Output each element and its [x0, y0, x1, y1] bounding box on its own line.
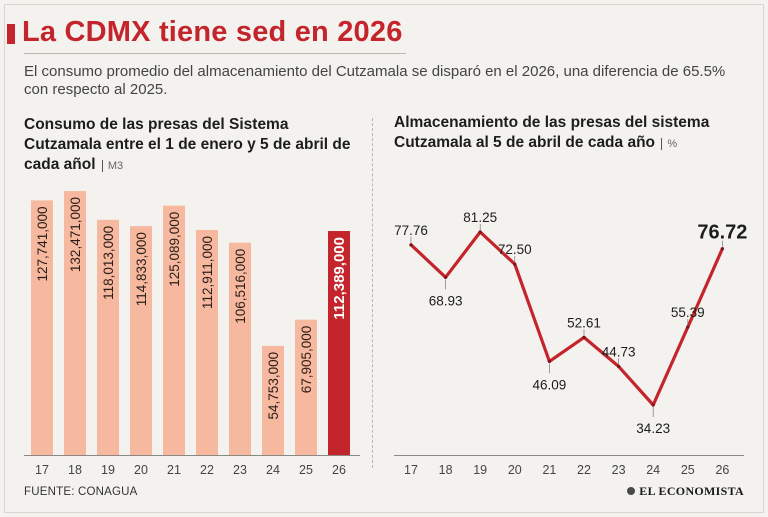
line-x-tick-19: 19: [473, 463, 487, 477]
line-value-label-23: 44.73: [602, 344, 636, 359]
line-point-18: [444, 275, 448, 279]
bar-17: [31, 200, 53, 455]
line-chart-title: Almacenamiento de las presas del sistema…: [394, 113, 724, 154]
line-x-tick-26: 26: [715, 463, 729, 477]
bar-value-label-21: 125,089,000: [167, 212, 182, 287]
brand-name: EL ECONOMISTA: [639, 484, 744, 498]
bar-x-tick-18: 18: [68, 463, 82, 477]
page-subtitle: El consumo promedio del almacenamiento d…: [24, 63, 726, 98]
title-accent-bar: [7, 24, 15, 44]
line-value-label-20: 72.50: [498, 242, 532, 257]
brand-logo: EL ECONOMISTA: [627, 484, 744, 499]
bar-x-tick-22: 22: [200, 463, 214, 477]
bar-value-label-23: 106,516,000: [233, 249, 248, 324]
line-value-label-17: 77.76: [394, 223, 428, 238]
line-point-17: [409, 243, 413, 247]
bar-24: [262, 345, 284, 455]
bar-x-tick-21: 21: [167, 463, 181, 477]
line-point-23: [617, 364, 621, 368]
bar-21: [163, 205, 185, 455]
line-point-25: [686, 325, 690, 329]
bar-value-label-20: 114,833,000: [134, 232, 149, 306]
line-x-tick-21: 21: [542, 463, 556, 477]
bar-chart-title: Consumo de las presas del Sistema Cutzam…: [24, 115, 360, 176]
brand-mark-icon: [627, 487, 636, 495]
bar-x-tick-20: 20: [134, 463, 148, 477]
bar-26: [328, 231, 350, 455]
line-point-19: [478, 230, 482, 234]
bar-25: [295, 319, 317, 455]
bar-value-label-18: 132,471,000: [68, 197, 83, 272]
bar-value-label-25: 67,905,000: [299, 326, 314, 394]
line-value-label-21: 46.09: [533, 377, 567, 392]
line-point-22: [582, 335, 586, 339]
infographic-frame: [4, 4, 764, 513]
line-chart-title-text: Almacenamiento de las presas del sistema…: [394, 114, 710, 151]
line-x-tick-17: 17: [404, 463, 418, 477]
bar-value-label-19: 118,013,000: [101, 226, 116, 300]
line-value-label-24: 34.23: [636, 421, 670, 436]
line-x-tick-23: 23: [612, 463, 626, 477]
line-value-label-26: 76.72: [697, 222, 747, 244]
bar-chart-unit: M3: [101, 160, 124, 172]
bar-value-label-22: 112,911,000: [200, 236, 215, 309]
line-point-26: [720, 247, 725, 251]
line-point-20: [513, 262, 517, 266]
bar-x-tick-17: 17: [35, 463, 49, 477]
bar-chart-title-text: Consumo de las presas del Sistema Cutzam…: [24, 116, 351, 173]
bar-x-tick-26: 26: [332, 463, 346, 477]
title-divider: [24, 53, 406, 54]
bar-19: [97, 219, 119, 455]
bar-value-label-24: 54,753,000: [266, 352, 281, 420]
bar-22: [196, 229, 218, 455]
line-value-label-18: 68.93: [429, 293, 463, 308]
line-value-label-25: 55.39: [671, 305, 705, 320]
bar-20: [130, 226, 152, 455]
line-value-label-19: 81.25: [463, 210, 497, 225]
bar-x-tick-24: 24: [266, 463, 280, 477]
chart-divider: [372, 118, 374, 468]
bar-value-label-26: 112,389,000: [331, 237, 348, 320]
bar-value-label-17: 127,741,000: [35, 206, 50, 281]
bar-x-tick-19: 19: [101, 463, 115, 477]
bar-x-tick-23: 23: [233, 463, 247, 477]
page-title: La CDMX tiene sed en 2026: [22, 16, 403, 48]
bar-x-tick-25: 25: [299, 463, 313, 477]
bar-18: [64, 191, 86, 456]
line-x-tick-20: 20: [508, 463, 522, 477]
line-chart-unit: %: [661, 138, 678, 150]
source-note: FUENTE: CONAGUA: [24, 486, 138, 498]
line-value-label-22: 52.61: [567, 315, 601, 330]
line-point-24: [651, 403, 655, 407]
line-x-tick-24: 24: [646, 463, 660, 477]
line-series: [409, 230, 725, 407]
line-point-21: [547, 359, 552, 363]
bar-23: [229, 242, 251, 455]
line-x-tick-22: 22: [577, 463, 591, 477]
line-x-tick-25: 25: [681, 463, 695, 477]
line-x-tick-18: 18: [439, 463, 453, 477]
